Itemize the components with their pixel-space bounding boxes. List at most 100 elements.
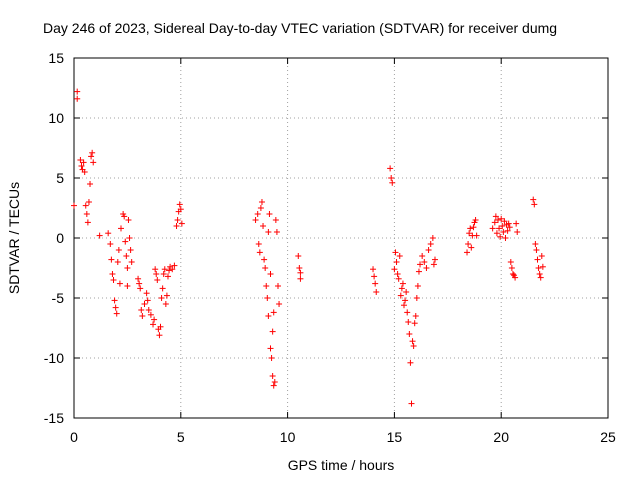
data-point [87, 181, 94, 187]
data-point [265, 313, 272, 319]
data-point [538, 253, 545, 259]
data-point [419, 253, 426, 259]
data-point [74, 88, 81, 95]
data-point [138, 307, 145, 313]
data-point [412, 313, 419, 319]
data-point [297, 275, 304, 282]
data-point [497, 233, 504, 240]
data-point [71, 202, 77, 209]
data-point [395, 275, 402, 282]
data-point [491, 219, 498, 226]
data-point [389, 179, 396, 186]
data-point [121, 213, 128, 220]
chart-title: Day 246 of 2023, Sidereal Day-to-day VTE… [43, 20, 557, 36]
data-point [492, 213, 499, 220]
data-point [414, 283, 421, 289]
data-point [158, 295, 165, 301]
data-point [493, 230, 500, 237]
data-point [271, 379, 278, 385]
data-point [496, 225, 503, 232]
data-point [171, 262, 178, 269]
data-point [530, 196, 537, 203]
data-point [257, 205, 264, 211]
data-point [107, 241, 114, 247]
data-point [504, 227, 511, 234]
data-point [113, 310, 120, 317]
data-point [399, 280, 406, 287]
data-point [388, 175, 395, 181]
data-point [105, 230, 112, 237]
data-point [267, 345, 274, 352]
data-point [467, 225, 474, 232]
data-point [297, 269, 304, 276]
data-point [295, 253, 302, 259]
data-point [124, 265, 131, 271]
data-point [126, 235, 133, 241]
data-point [137, 285, 144, 292]
data-point [532, 241, 539, 247]
data-point [429, 235, 436, 241]
data-point [398, 285, 405, 292]
data-point [430, 261, 437, 268]
data-point [405, 319, 412, 325]
data-point [141, 301, 148, 307]
y-tick-label: 10 [48, 110, 64, 126]
y-tick-label: -5 [52, 290, 65, 306]
data-point [139, 313, 146, 319]
data-point [80, 159, 87, 166]
data-point [156, 332, 163, 339]
data-point [393, 259, 400, 265]
data-point [173, 223, 180, 229]
data-point [411, 320, 418, 327]
data-point [151, 316, 158, 323]
data-point [513, 220, 520, 227]
data-point [145, 307, 152, 313]
data-point [536, 271, 543, 277]
data-point [96, 232, 103, 239]
data-point [162, 301, 169, 307]
data-point [397, 292, 404, 299]
data-point [266, 211, 273, 217]
data-point [150, 321, 157, 328]
x-tick-label: 15 [387, 429, 403, 445]
data-point [505, 220, 512, 227]
data-point [117, 225, 124, 232]
data-point [394, 271, 401, 277]
data-point [83, 211, 90, 217]
data-point [465, 241, 472, 247]
data-point [176, 201, 183, 208]
data-point [110, 277, 117, 283]
data-point [114, 259, 121, 265]
data-point [500, 229, 507, 235]
data-point [116, 280, 123, 287]
data-point [296, 265, 303, 271]
data-point [74, 95, 81, 102]
data-point [425, 247, 432, 253]
data-point [89, 149, 96, 156]
data-point [122, 238, 129, 245]
data-point [499, 223, 506, 229]
data-point [84, 219, 91, 226]
data-point [371, 273, 378, 280]
x-tick-label: 10 [280, 429, 296, 445]
data-point [392, 249, 399, 256]
data-point [164, 273, 171, 280]
data-point [413, 295, 420, 301]
y-axis-label: SDTVAR / TECUs [6, 182, 22, 294]
data-point [160, 271, 167, 277]
y-tick-label: 15 [48, 50, 64, 66]
data-point [169, 266, 176, 273]
data-point [262, 265, 269, 271]
data-point [387, 165, 394, 172]
data-point [534, 256, 541, 263]
data-point [90, 159, 97, 166]
data-point [494, 217, 501, 223]
data-point [81, 169, 88, 175]
data-point [537, 274, 544, 281]
data-point [264, 295, 271, 301]
data-point [157, 323, 164, 330]
data-point [272, 217, 279, 223]
x-tick-label: 5 [177, 429, 185, 445]
data-point [403, 289, 410, 295]
